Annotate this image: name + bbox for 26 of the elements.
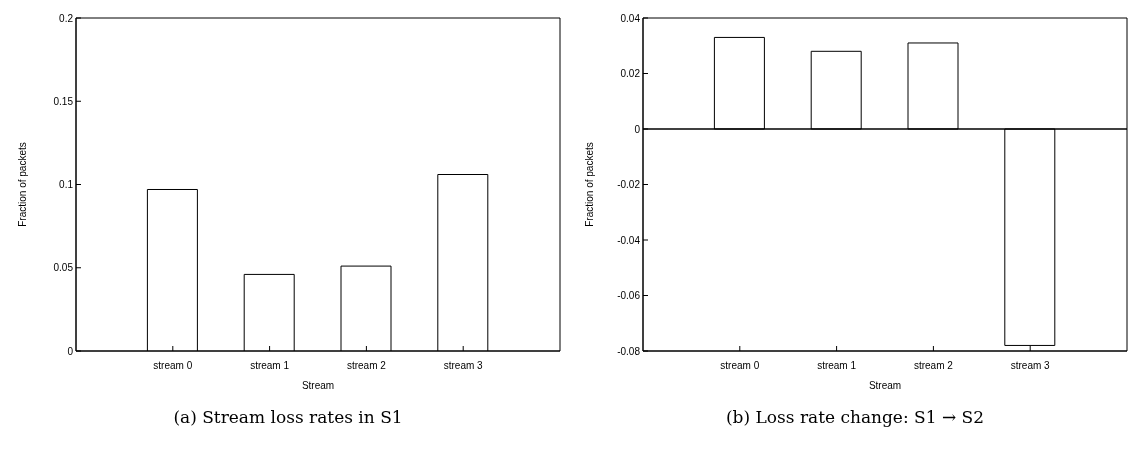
y-tick-label: -0.06: [617, 290, 641, 302]
y-tick-label: 0.15: [53, 95, 74, 107]
x-tick-label: stream 0: [720, 360, 760, 372]
text: (b) Loss rate change: S1 → S2: [724, 407, 986, 427]
y-tick-label: 0.2: [59, 12, 74, 24]
y-axis-title: Fraction of packets: [16, 142, 28, 227]
y-tick-label: 0.05: [53, 262, 74, 274]
y-tick-label: 0.1: [59, 179, 74, 191]
x-tick-label: stream 2: [913, 360, 954, 372]
y-tick-label: 0: [634, 123, 641, 135]
x-tick-label: stream 1: [817, 360, 857, 372]
y-tick-label: -0.08: [617, 345, 641, 357]
x-tick-label: stream 3: [1010, 360, 1051, 372]
y-axis-title: Fraction of packets: [583, 142, 595, 227]
y-tick-label: 0.04: [620, 12, 641, 24]
x-axis-title: Stream: [868, 380, 902, 391]
x-tick-label: stream 0: [153, 360, 193, 372]
y-tick-label: -0.02: [617, 179, 641, 191]
x-tick-label: stream 3: [443, 360, 484, 372]
x-tick-label: stream 2: [346, 360, 387, 372]
y-tick-label: 0: [67, 345, 74, 357]
text: (a) Stream loss rates in S1: [172, 407, 404, 427]
x-tick-label: stream 1: [250, 360, 290, 372]
x-axis-title: Stream: [301, 380, 335, 391]
y-tick-label: 0.02: [620, 68, 641, 80]
y-tick-label: -0.04: [617, 234, 641, 246]
